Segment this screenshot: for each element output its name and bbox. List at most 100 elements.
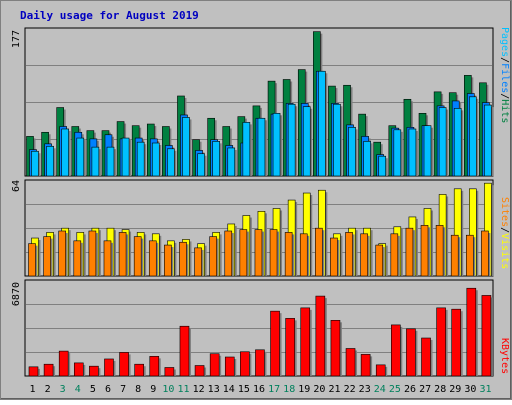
pages-bar-day-3 (61, 128, 69, 177)
pages-bar-day-26 (408, 128, 417, 177)
pages-bar-day-24 (378, 155, 387, 177)
x-tick-label-day-17: 17 (268, 384, 280, 395)
y-max-label-middle: 64 (11, 180, 22, 192)
pages-bar-day-16 (257, 117, 266, 177)
kbytes-bar-day-6 (104, 358, 114, 377)
kbytes-bar-day-5 (89, 365, 99, 377)
legend-middle: Sites/Visits (499, 197, 510, 269)
sites-bar-day-26 (405, 227, 414, 277)
x-tick-label-day-23: 23 (359, 384, 371, 395)
kbytes-bar-day-18 (285, 318, 295, 377)
pages-bar-day-2 (46, 146, 54, 177)
pages-bar-day-9 (151, 142, 160, 177)
kbytes-bar-day-22 (345, 348, 356, 377)
pages-bar-day-21 (333, 103, 341, 177)
kbytes-bar-day-23 (360, 354, 371, 377)
x-tick-label-day-19: 19 (298, 384, 310, 395)
pages-bar-day-13 (212, 141, 220, 177)
kbytes-bar-day-25 (391, 324, 401, 377)
x-tick-label-day-29: 29 (449, 384, 461, 395)
sites-bar-day-23 (360, 233, 368, 277)
chart-title: Daily usage for August 2019 (20, 9, 199, 22)
sites-bar-day-28 (435, 225, 444, 277)
x-tick-label-day-11: 11 (177, 384, 189, 395)
sites-bar-day-15 (239, 229, 248, 277)
sites-bar-day-20 (315, 227, 323, 277)
pages-bar-day-20 (318, 70, 326, 177)
x-tick-label-day-30: 30 (464, 384, 476, 395)
pages-bar-day-27 (423, 125, 432, 177)
legend-sites: Sites (499, 197, 510, 227)
pages-bar-day-31 (484, 104, 492, 177)
kbytes-bar-day-31 (481, 295, 492, 377)
x-tick-label-day-22: 22 (344, 384, 356, 395)
legend-visits: Visits (499, 233, 510, 269)
legend-sep-1: / (499, 57, 510, 63)
x-tick-label-day-6: 6 (105, 384, 111, 395)
kbytes-bar-day-1 (28, 366, 39, 377)
kbytes-bar-day-11 (179, 325, 190, 377)
x-tick-label-day-21: 21 (328, 384, 340, 395)
pages-bar-day-23 (363, 141, 371, 177)
y-max-label-top: 177 (11, 30, 22, 48)
sites-bar-day-22 (345, 232, 353, 277)
kbytes-bar-day-17 (270, 310, 280, 377)
kbytes-bar-day-2 (43, 363, 54, 377)
x-tick-label-day-2: 2 (45, 384, 51, 395)
sites-bar-day-5 (88, 230, 97, 277)
legend-sep-2: / (499, 93, 510, 99)
pages-bar-day-5 (91, 146, 100, 177)
pages-bar-day-22 (348, 127, 356, 177)
kbytes-bar-day-26 (406, 328, 416, 377)
pages-bar-day-7 (121, 137, 130, 177)
kbytes-bar-day-21 (330, 320, 341, 377)
kbytes-bar-day-14 (224, 356, 235, 377)
x-axis-labels: 1 2 3 4 5 6 7 8 9 10 11 12 13 14 15 16 17 18 19 20 21 22 23 24 2… (29, 384, 491, 395)
sites-bar-day-25 (390, 233, 399, 277)
legend-top: Pages/Files/Hits (499, 27, 510, 123)
sites-bar-day-17 (269, 229, 278, 277)
pages-bar-day-30 (469, 96, 477, 177)
y-max-label-bottom: 6870 (11, 282, 22, 306)
x-tick-label-day-13: 13 (208, 384, 220, 395)
sites-bar-day-16 (254, 229, 263, 277)
x-tick-label-day-5: 5 (90, 384, 96, 395)
x-tick-label-day-28: 28 (434, 384, 446, 395)
sites-bar-day-29 (450, 234, 459, 277)
kbytes-bar-day-30 (466, 287, 477, 377)
panel-hits-files-pages (24, 27, 494, 177)
sites-bar-day-27 (420, 225, 429, 277)
kbytes-bar-day-27 (421, 337, 431, 377)
pages-bar-day-15 (242, 122, 251, 177)
pages-bar-day-25 (393, 129, 402, 177)
sites-bar-day-7 (118, 232, 127, 277)
x-tick-label-day-31: 31 (479, 384, 491, 395)
sites-bar-day-10 (164, 244, 172, 277)
kbytes-bar-day-12 (194, 365, 205, 377)
sites-bar-day-19 (299, 233, 308, 277)
kbytes-bar-day-13 (209, 353, 220, 377)
legend-hits: Hits (499, 99, 510, 123)
x-tick-label-day-24: 24 (374, 384, 386, 395)
x-tick-label-day-27: 27 (419, 384, 431, 395)
x-tick-label-day-8: 8 (135, 384, 141, 395)
pages-bar-day-12 (197, 153, 205, 177)
sites-bar-day-11 (179, 241, 187, 277)
x-tick-label-day-10: 10 (162, 384, 174, 395)
kbytes-bar-day-7 (119, 352, 129, 377)
kbytes-bar-day-8 (134, 363, 144, 377)
sites-bar-day-2 (43, 236, 51, 277)
legend-bottom: KBytes (499, 338, 510, 374)
sites-bar-day-6 (103, 240, 112, 277)
sites-bar-day-4 (73, 240, 82, 277)
pages-bar-day-6 (106, 146, 115, 177)
kbytes-bar-day-20 (315, 295, 326, 377)
sites-bar-day-3 (58, 230, 66, 277)
legend-pages: Pages (499, 27, 510, 57)
sites-bar-day-12 (194, 247, 202, 277)
sites-bar-day-9 (148, 240, 157, 277)
x-tick-label-day-26: 26 (404, 384, 416, 395)
kbytes-bar-day-29 (451, 308, 462, 377)
